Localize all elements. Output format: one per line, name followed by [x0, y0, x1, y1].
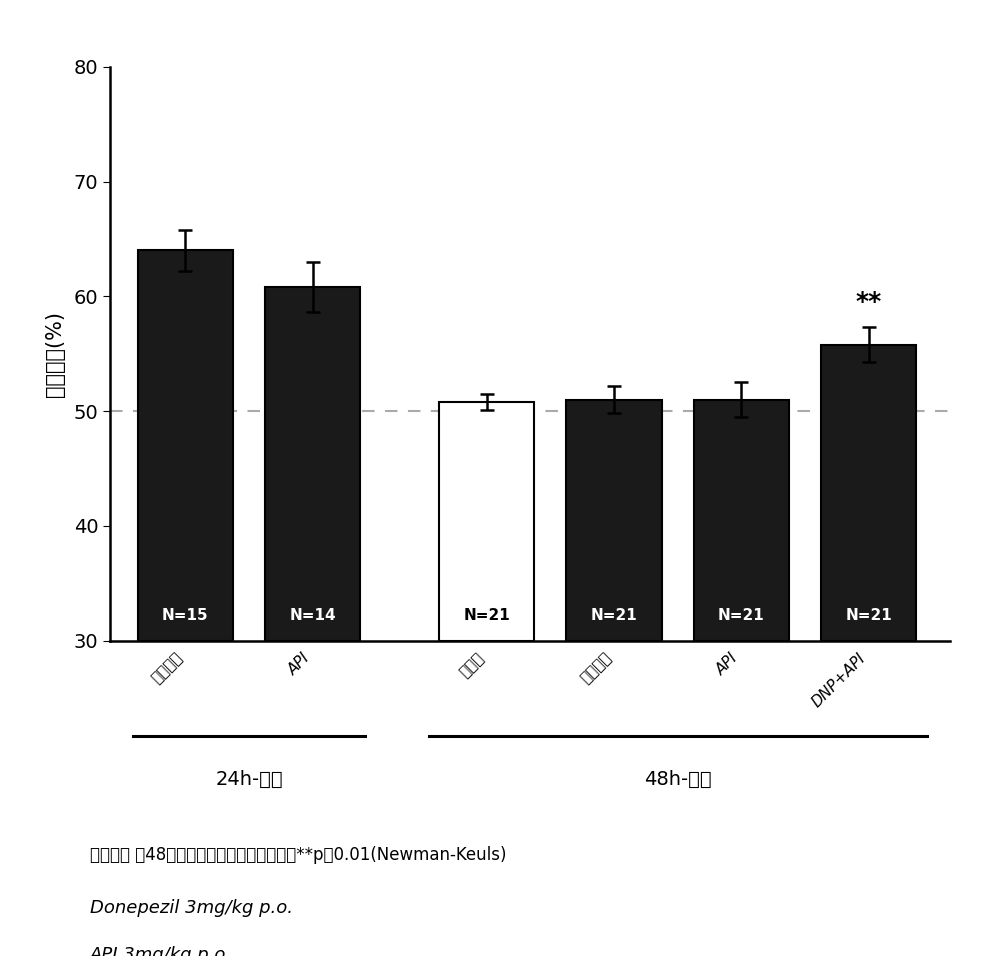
Bar [821, 344, 916, 641]
Bar [694, 400, 789, 641]
Text: 24h-延迟: 24h-延迟 [215, 770, 283, 789]
Bar [566, 400, 662, 641]
Text: Donepezil 3mg/kg p.o.: Donepezil 3mg/kg p.o. [90, 899, 293, 917]
Text: 多奈哆齐: 多奈哆齐 [149, 650, 185, 686]
Text: N=21: N=21 [846, 608, 892, 623]
Text: N=21: N=21 [591, 608, 637, 623]
Text: API: API [285, 650, 313, 678]
Bar [439, 402, 534, 641]
Text: 媒介物: 媒介物 [457, 650, 487, 680]
Text: 统计学： 在48小时延迟时，对比全部其他组**p＜0.01(Newman-Keuls): 统计学： 在48小时延迟时，对比全部其他组**p＜0.01(Newman-Keu… [90, 846, 507, 864]
Text: N=15: N=15 [162, 608, 209, 623]
Text: N=21: N=21 [463, 608, 510, 623]
Text: N=14: N=14 [289, 608, 336, 623]
Text: DNP+API: DNP+API [809, 650, 869, 709]
Text: API: API [714, 650, 741, 678]
Bar [138, 250, 233, 641]
Text: **: ** [856, 290, 882, 314]
Text: 48h-延迟: 48h-延迟 [644, 770, 712, 789]
Y-axis label: 识别指数(%): 识别指数(%) [45, 311, 65, 397]
Text: N=21: N=21 [718, 608, 765, 623]
Bar [265, 287, 360, 641]
Text: API 3mg/kg p.o.: API 3mg/kg p.o. [90, 946, 232, 956]
Text: 多奈哆齐: 多奈哆齐 [578, 650, 614, 686]
